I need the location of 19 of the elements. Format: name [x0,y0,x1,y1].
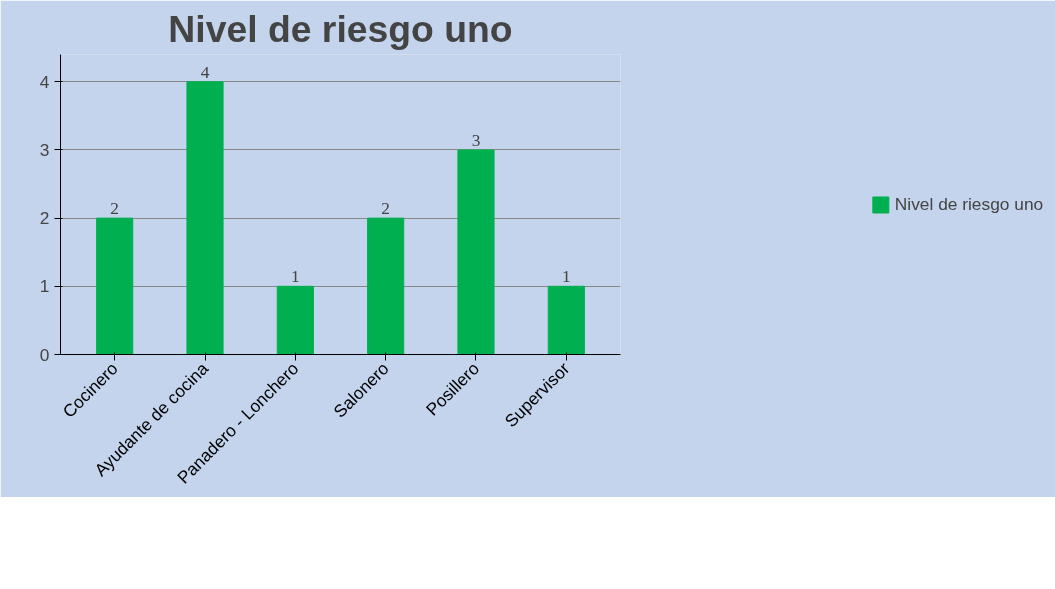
bar [276,285,314,355]
y-tick-label: 4 [39,71,50,92]
bar [186,81,224,355]
data-label: 4 [200,62,210,82]
data-label: 2 [110,199,120,219]
legend-label: Nivel de riesgo uno [894,193,1044,215]
bar [96,217,134,355]
data-label: 2 [381,199,390,219]
y-tick-label: 0 [39,344,50,365]
y-tick-label: 1 [39,276,50,297]
y-tick-label: 3 [39,139,50,160]
data-label: 3 [471,130,481,150]
bar [457,149,495,355]
data-label: 1 [561,267,571,287]
y-tick-label: 2 [39,208,50,229]
data-label: 1 [291,267,300,287]
bar [367,217,405,355]
chart-title: Nivel de riesgo uno [168,7,513,50]
bar [547,285,585,355]
